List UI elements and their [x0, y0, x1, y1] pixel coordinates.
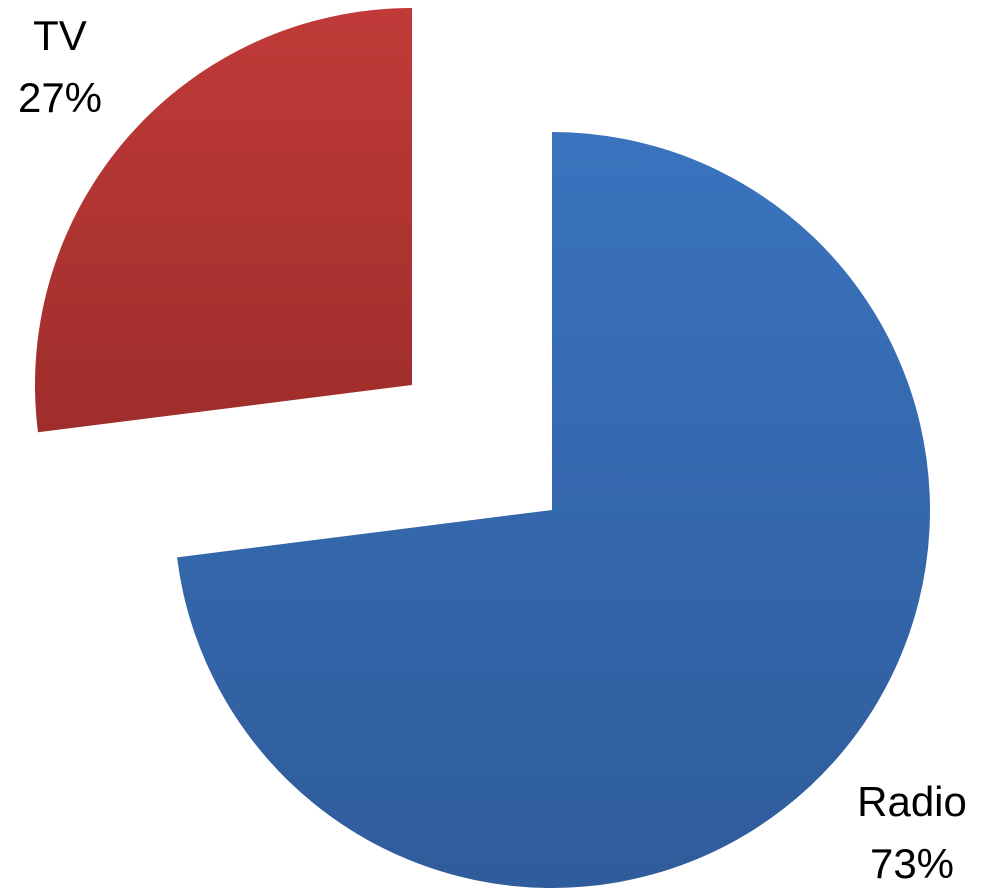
slice-value-label-tv: 27% — [18, 74, 102, 121]
slice-label-tv: TV — [33, 12, 87, 59]
pie-slices — [34, 8, 930, 888]
slice-value-label-radio: 73% — [870, 840, 954, 887]
pie-slice-radio — [176, 132, 930, 888]
pie-slice-tv — [34, 8, 413, 433]
slice-label-radio: Radio — [857, 778, 967, 825]
pie-labels: Radio 73% TV 27% — [18, 12, 967, 887]
